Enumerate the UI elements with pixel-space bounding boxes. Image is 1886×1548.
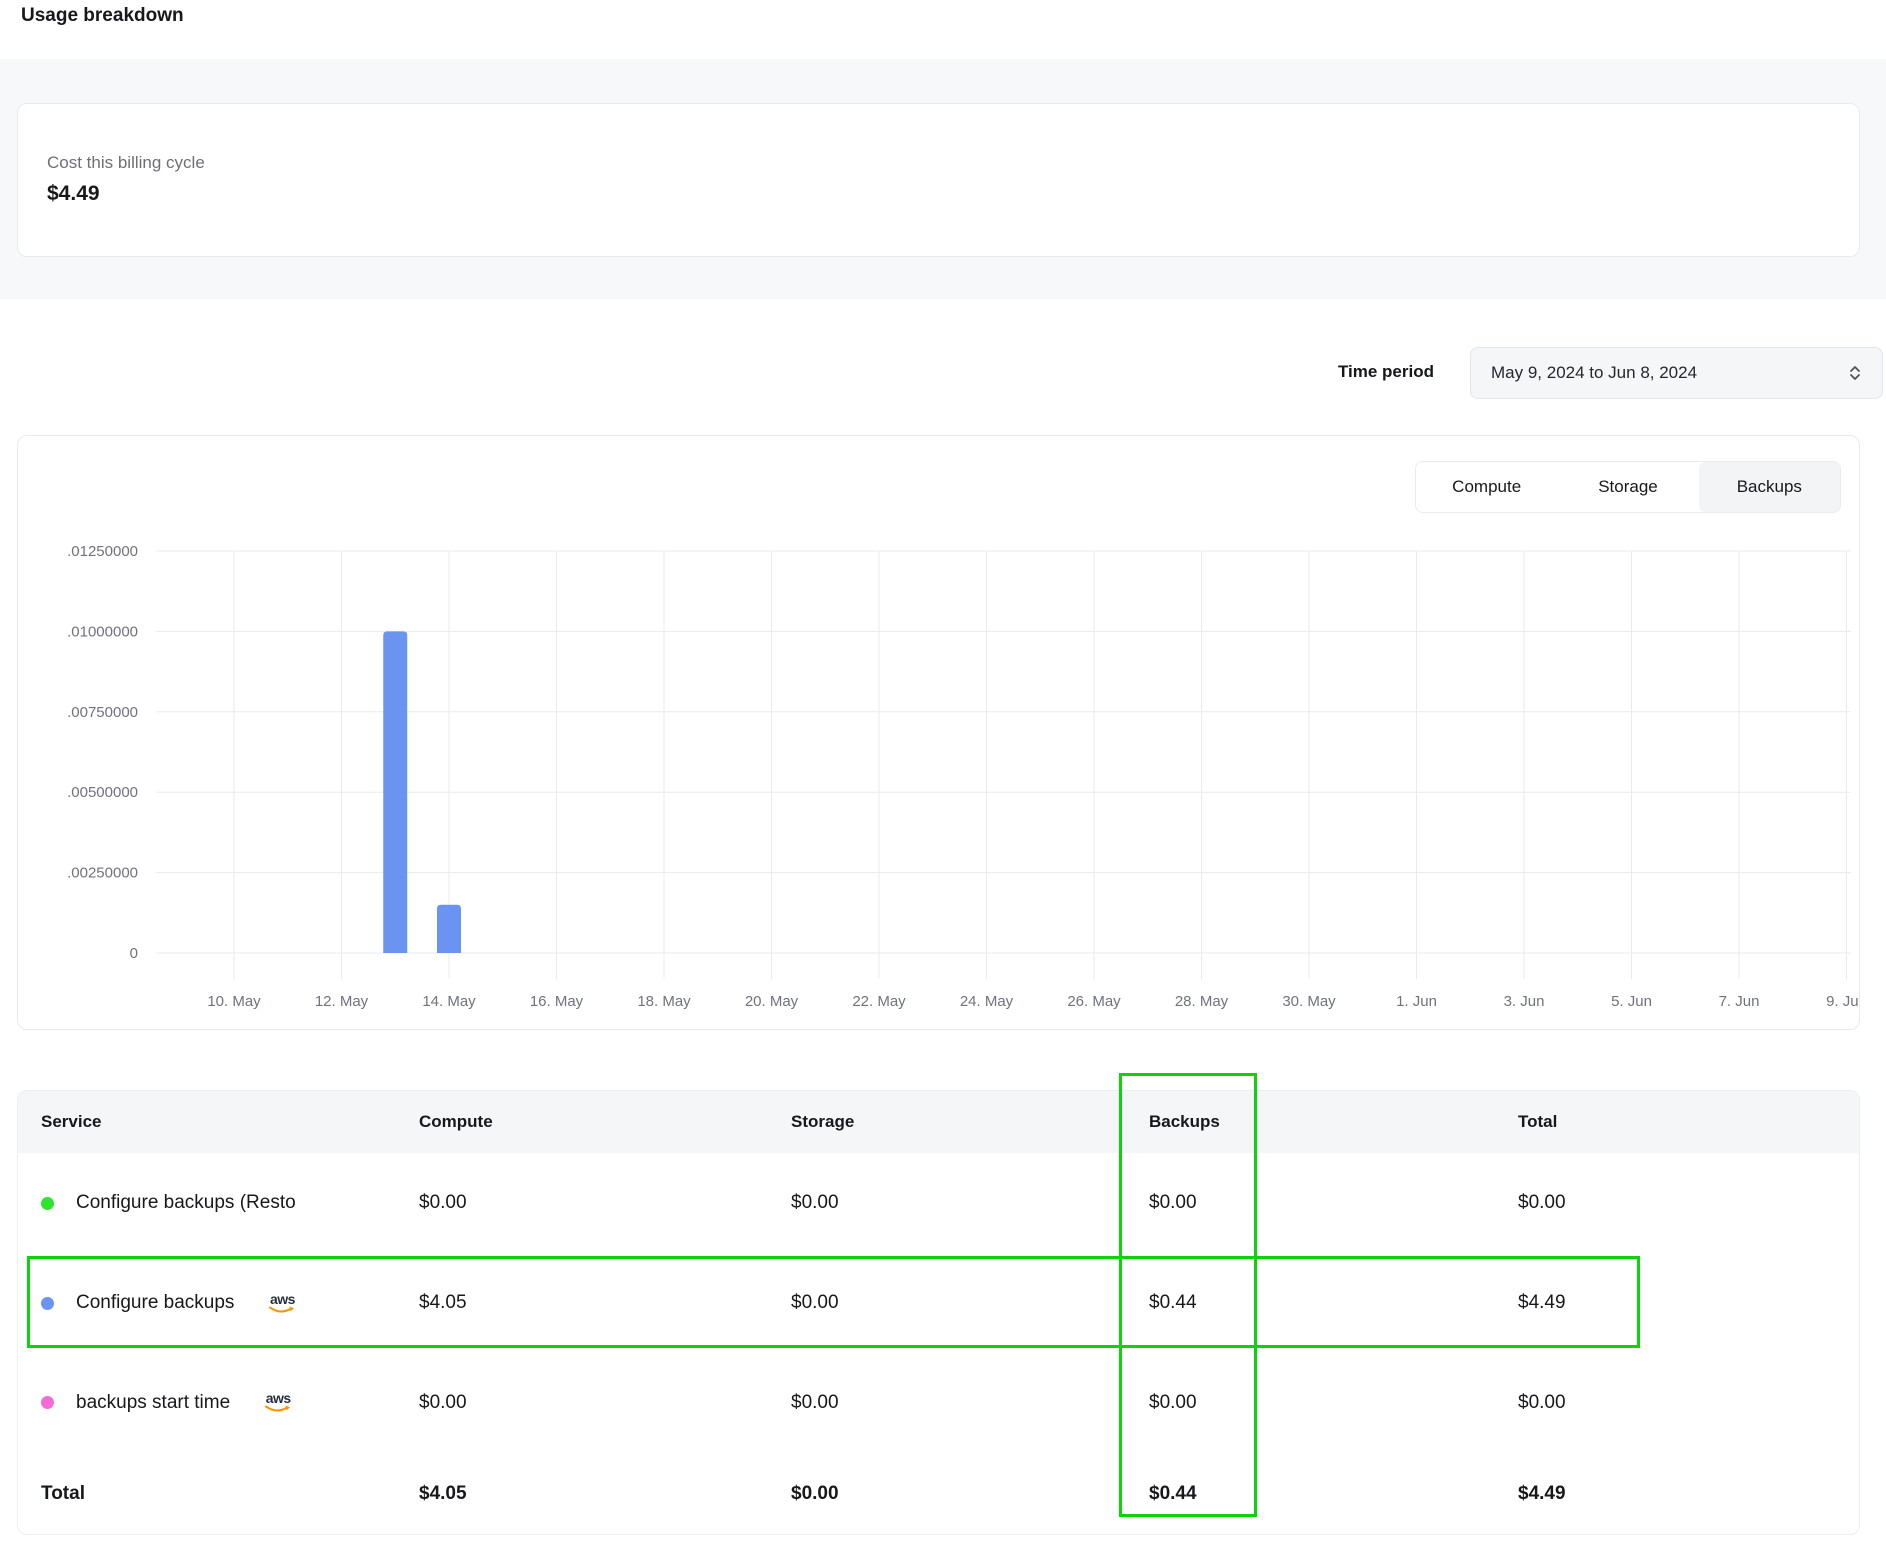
col-header-backups: Backups bbox=[1149, 1112, 1220, 1131]
total-backups-value: $0.44 bbox=[1149, 1483, 1197, 1504]
aws-icon: aws bbox=[264, 1391, 292, 1414]
svg-text:9. Jun: 9. Jun bbox=[1826, 993, 1859, 1010]
table-row: backups start time aws $0.00 $0.00 $0.00… bbox=[18, 1353, 1859, 1452]
chevron-updown-icon bbox=[1844, 362, 1866, 384]
col-header-storage: Storage bbox=[791, 1112, 855, 1131]
time-period-select[interactable]: May 9, 2024 to Jun 8, 2024 bbox=[1470, 347, 1883, 399]
tab-storage[interactable]: Storage bbox=[1557, 462, 1699, 512]
svg-text:0: 0 bbox=[130, 945, 138, 962]
svg-text:3. Jun: 3. Jun bbox=[1504, 993, 1545, 1010]
total-row-label: Total bbox=[41, 1483, 85, 1504]
usage-table: Service Compute Storage Backups Total Co… bbox=[17, 1090, 1860, 1535]
cost-card-label: Cost this billing cycle bbox=[47, 153, 205, 172]
total-value: $0.00 bbox=[1518, 1391, 1566, 1413]
svg-text:.00250000: .00250000 bbox=[67, 865, 138, 882]
total-compute-value: $4.05 bbox=[419, 1483, 467, 1504]
svg-text:1. Jun: 1. Jun bbox=[1396, 993, 1437, 1010]
col-header-service: Service bbox=[41, 1112, 102, 1131]
svg-text:10. May: 10. May bbox=[207, 993, 261, 1010]
compute-value: $0.00 bbox=[419, 1391, 467, 1413]
table-row: Configure backups (Resto $0.00 $0.00 $0.… bbox=[18, 1153, 1859, 1253]
svg-text:14. May: 14. May bbox=[422, 993, 476, 1010]
summary-band: Cost this billing cycle $4.49 bbox=[0, 59, 1886, 299]
svg-text:7. Jun: 7. Jun bbox=[1719, 993, 1760, 1010]
table-header-row: Service Compute Storage Backups Total bbox=[18, 1091, 1859, 1153]
tab-compute[interactable]: Compute bbox=[1416, 462, 1558, 512]
time-period-value: May 9, 2024 to Jun 8, 2024 bbox=[1491, 363, 1698, 382]
svg-text:28. May: 28. May bbox=[1175, 993, 1229, 1010]
svg-text:24. May: 24. May bbox=[960, 993, 1014, 1010]
tab-backups[interactable]: Backups bbox=[1698, 462, 1840, 512]
svg-text:20. May: 20. May bbox=[745, 993, 799, 1010]
storage-value: $0.00 bbox=[791, 1192, 839, 1213]
usage-chart: 10. May 12. May 14. May 16. May 18. May 20. M… bbox=[67, 543, 1859, 1010]
service-name: Configure backups bbox=[76, 1292, 235, 1313]
svg-text:.00500000: .00500000 bbox=[67, 784, 138, 801]
svg-text:5. Jun: 5. Jun bbox=[1611, 993, 1652, 1010]
page-title: Usage breakdown bbox=[21, 5, 184, 26]
backups-value: $0.00 bbox=[1149, 1391, 1197, 1413]
service-dot bbox=[41, 1296, 54, 1310]
total-value: $4.49 bbox=[1518, 1292, 1566, 1313]
svg-text:.01250000: .01250000 bbox=[67, 543, 138, 560]
table-total-row: Total $4.05 $0.00 $0.44 $4.49 bbox=[18, 1452, 1859, 1534]
col-header-total: Total bbox=[1518, 1112, 1558, 1131]
cost-card: Cost this billing cycle $4.49 bbox=[17, 103, 1860, 257]
service-dot bbox=[41, 1196, 54, 1210]
svg-text:30. May: 30. May bbox=[1282, 993, 1336, 1010]
total-storage-value: $0.00 bbox=[791, 1483, 839, 1504]
service-name: backups start time bbox=[76, 1391, 231, 1413]
svg-text:12. May: 12. May bbox=[315, 993, 369, 1010]
service-name: Configure backups (Resto bbox=[76, 1192, 296, 1213]
backups-value: $0.44 bbox=[1149, 1292, 1197, 1313]
usage-chart-card: 10. May 12. May 14. May 16. May 18. May 20. M… bbox=[17, 435, 1860, 1030]
chart-metric-tabs: Compute Storage Backups bbox=[1415, 461, 1841, 513]
time-period-label: Time period bbox=[1337, 362, 1434, 381]
table-row: Configure backups aws $4.05 $0.00 $0.44 … bbox=[18, 1253, 1859, 1353]
svg-text:22. May: 22. May bbox=[852, 993, 906, 1010]
total-value: $0.00 bbox=[1518, 1192, 1566, 1213]
storage-value: $0.00 bbox=[791, 1391, 839, 1413]
aws-icon: aws bbox=[268, 1292, 296, 1315]
service-dot bbox=[41, 1396, 54, 1409]
col-header-compute: Compute bbox=[419, 1112, 493, 1131]
svg-text:.00750000: .00750000 bbox=[67, 704, 138, 721]
svg-text:16. May: 16. May bbox=[530, 993, 584, 1010]
total-total-value: $4.49 bbox=[1518, 1483, 1566, 1504]
cost-card-value: $4.49 bbox=[47, 181, 100, 205]
backups-value: $0.00 bbox=[1149, 1192, 1197, 1213]
svg-text:.01000000: .01000000 bbox=[67, 623, 138, 640]
svg-text:18. May: 18. May bbox=[637, 993, 691, 1010]
storage-value: $0.00 bbox=[791, 1292, 839, 1313]
compute-value: $0.00 bbox=[419, 1192, 467, 1213]
svg-text:26. May: 26. May bbox=[1067, 993, 1121, 1010]
compute-value: $4.05 bbox=[419, 1292, 467, 1313]
